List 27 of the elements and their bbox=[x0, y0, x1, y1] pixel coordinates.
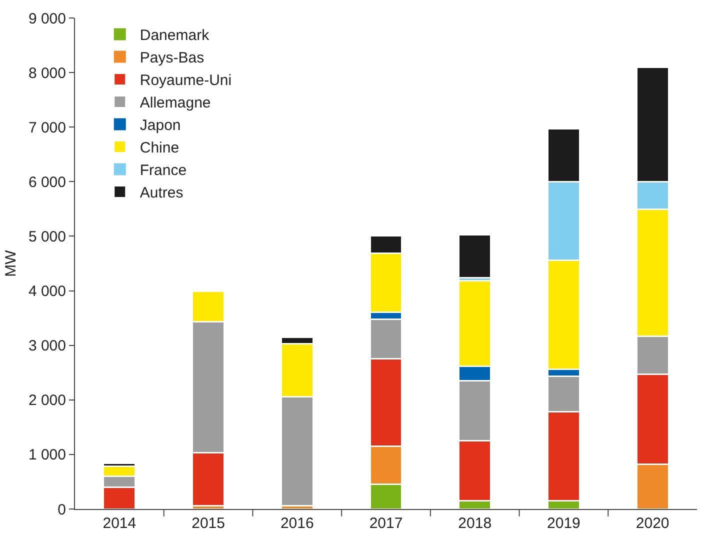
x-tick-label: 2015 bbox=[192, 515, 225, 532]
x-tick-label: 2014 bbox=[102, 515, 136, 532]
y-tick-label: 9 000 bbox=[28, 10, 66, 28]
y-tick-label: 8 000 bbox=[28, 64, 66, 82]
x-tick-label: 2020 bbox=[636, 515, 670, 532]
x-tick-label: 2019 bbox=[547, 515, 580, 532]
legend-label: Pays-Bas bbox=[140, 50, 204, 67]
legend-label: Royaume-Uni bbox=[140, 72, 232, 90]
y-tick-label: 4 000 bbox=[28, 283, 66, 300]
legend-label: France bbox=[140, 162, 187, 180]
x-tick-label: 2016 bbox=[280, 515, 314, 532]
x-tick-label: 2018 bbox=[458, 515, 492, 532]
legend-label: Autres bbox=[140, 184, 184, 202]
y-axis-title: MW bbox=[2, 249, 20, 277]
y-tick-label: 7 000 bbox=[28, 119, 66, 136]
bar bbox=[458, 234, 492, 278]
y-tick-label: 6 000 bbox=[28, 174, 66, 191]
legend-label: Danemark bbox=[140, 27, 210, 44]
legend-label: Allemagne bbox=[140, 94, 211, 112]
x-tick-label: 2017 bbox=[369, 515, 403, 532]
legend-label: Japon bbox=[140, 117, 181, 134]
y-tick-label: 5 000 bbox=[28, 228, 66, 246]
legend-label: Chine bbox=[140, 140, 180, 157]
y-tick-label: 3 000 bbox=[28, 338, 66, 355]
y-tick-label: 1 000 bbox=[28, 446, 66, 464]
y-tick-label: 2 000 bbox=[28, 392, 66, 410]
y-tick-label: 0 bbox=[58, 501, 66, 518]
